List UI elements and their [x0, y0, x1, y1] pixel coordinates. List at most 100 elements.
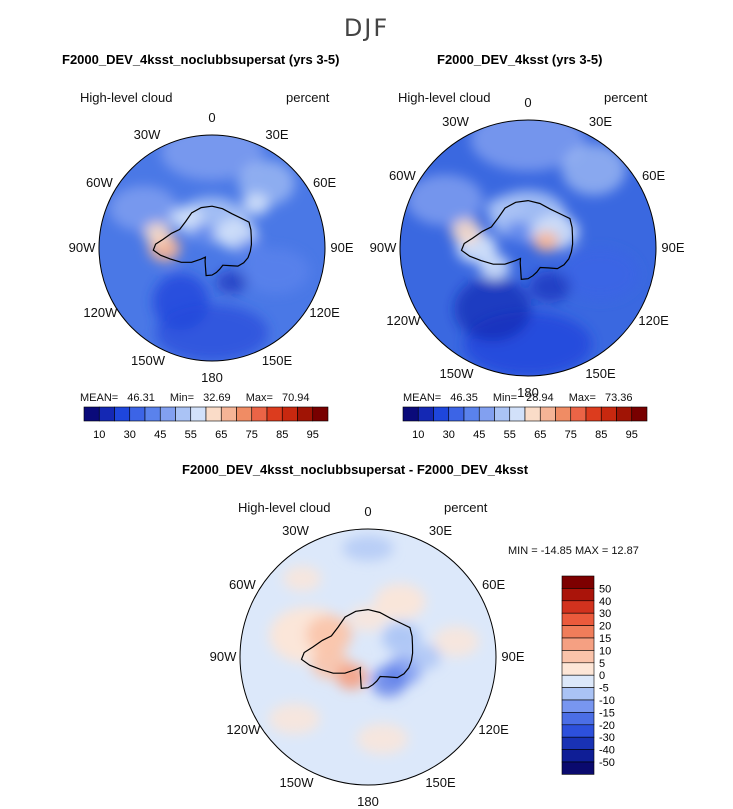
field-contour-region — [282, 565, 322, 592]
panel1-stats: MEAN= 46.31 Min= 32.69 Max= 70.94 — [80, 392, 310, 404]
colorbar-swatch — [555, 406, 572, 422]
colorbar-tick-label: 85 — [276, 429, 288, 441]
colorbar-tick-label: 0 — [599, 670, 605, 682]
colorbar-swatch — [561, 699, 595, 713]
panel3-variable-label: High-level cloud — [238, 500, 331, 515]
colorbar-swatch — [561, 674, 595, 688]
colorbar-swatch — [417, 406, 434, 422]
longitude-label: 180 — [517, 385, 539, 400]
panel3-units-label: percent — [444, 500, 488, 515]
colorbar-tick-label: 65 — [215, 429, 227, 441]
field-contour-region — [406, 174, 484, 226]
field-contour-region — [143, 222, 171, 245]
colorbar-swatch — [600, 406, 617, 422]
longitude-label: 60W — [229, 576, 256, 592]
colorbar-tick-label: 75 — [246, 429, 258, 441]
longitude-label: 120W — [226, 721, 261, 737]
colorbar-tick-label: 20 — [599, 621, 611, 633]
panel1-variable-label: High-level cloud — [80, 90, 173, 105]
colorbar-swatch — [509, 406, 526, 422]
longitude-label: 150E — [425, 774, 456, 790]
longitude-label: 30W — [133, 127, 161, 143]
colorbar-swatch — [190, 406, 207, 422]
colorbar-swatch — [616, 406, 633, 422]
colorbar-tick-label: -30 — [599, 732, 615, 744]
colorbar-swatch — [205, 406, 222, 422]
colorbar-tick-label: 5 — [599, 658, 605, 670]
panel2-min-label: Min= — [492, 392, 518, 404]
panel2-units-label: percent — [604, 90, 648, 105]
longitude-label: 90E — [501, 649, 525, 664]
field-contour-region — [215, 270, 248, 294]
colorbar-tick-label: 95 — [307, 429, 319, 441]
colorbar-swatch — [312, 406, 329, 422]
panel1-colorbar: 10 30 45 55 65 75 85 95 — [83, 406, 329, 441]
panel3-polar-map — [239, 528, 497, 786]
field-contour-region — [336, 663, 367, 690]
panel1-min-value: 32.69 — [203, 392, 231, 404]
colorbar-swatch — [561, 736, 595, 750]
map-boundary-circle — [98, 134, 326, 362]
colorbar-swatch — [561, 625, 595, 639]
colorbar-tick-label: 30 — [443, 429, 455, 441]
colorbar-tick-label: 55 — [185, 429, 197, 441]
longitude-label: 180 — [357, 794, 379, 809]
colorbar-swatch — [463, 406, 480, 422]
map-boundary-circle — [399, 119, 657, 377]
colorbar-tick-label: 30 — [124, 429, 136, 441]
field-contour-region — [109, 185, 178, 232]
colorbar-swatch — [144, 406, 161, 422]
colorbar-swatch — [129, 406, 146, 422]
longitude-label: 90E — [330, 240, 354, 255]
longitude-label: 0 — [208, 110, 216, 125]
field-contour-region — [169, 206, 204, 230]
colorbar-tick-label: -20 — [599, 720, 615, 732]
colorbar-tick-label: 95 — [626, 429, 638, 441]
panel2-mean-label: MEAN= — [403, 392, 442, 404]
colorbar-swatch — [159, 406, 176, 422]
longitude-label: 150W — [279, 774, 314, 790]
colorbar-swatch — [494, 406, 511, 422]
longitude-label: 90W — [369, 240, 397, 255]
longitude-label: 30E — [588, 114, 613, 130]
map-boundary-circle — [239, 528, 497, 786]
panel1-min-label: Min= — [169, 392, 195, 404]
panel2-max-label: Max= — [568, 392, 596, 404]
colorbar-swatch — [478, 406, 495, 422]
field-contour-region — [479, 254, 511, 280]
longitude-label: 30E — [428, 523, 453, 539]
field-contour-region — [356, 723, 409, 755]
colorbar-swatch — [561, 662, 595, 676]
longitude-label: 30W — [442, 114, 469, 130]
longitude-label: 30W — [282, 523, 309, 539]
colorbar-swatch — [98, 406, 115, 422]
colorbar-swatch — [585, 406, 602, 422]
panel2-max-value: 73.36 — [604, 392, 633, 404]
colorbar-swatch — [631, 406, 648, 422]
colorbar-swatch — [561, 712, 595, 726]
colorbar-swatch — [402, 406, 419, 422]
field-contour-region — [241, 248, 310, 294]
field-contour-region — [529, 271, 571, 303]
colorbar-tick-label: 65 — [534, 429, 546, 441]
field-contour-region — [370, 666, 407, 697]
colorbar-swatch — [561, 588, 595, 602]
colorbar-swatch — [175, 406, 192, 422]
antarctica-coastline — [152, 205, 253, 277]
colorbar-swatch — [561, 650, 595, 664]
field-contour-region — [450, 218, 482, 245]
longitude-label: 120E — [638, 312, 669, 328]
colorbar-tick-label: -15 — [599, 707, 615, 719]
colorbar-tick-label: 55 — [504, 429, 516, 441]
longitude-label: 90W — [209, 649, 237, 664]
panel2-min-value: 28.94 — [526, 392, 554, 404]
panel1-title: F2000_DEV_4ksst_noclubbsupersat (yrs 3-5… — [62, 52, 340, 67]
field-contour-region — [561, 248, 639, 300]
colorbar-swatch — [281, 406, 298, 422]
panel2-stats: MEAN= 46.35 Min= 28.94 Max= 73.36 — [403, 392, 633, 404]
colorbar-swatch — [561, 724, 595, 738]
longitude-label: 60E — [481, 576, 506, 592]
longitude-label: 150W — [439, 365, 474, 381]
colorbar-swatch — [561, 761, 595, 775]
